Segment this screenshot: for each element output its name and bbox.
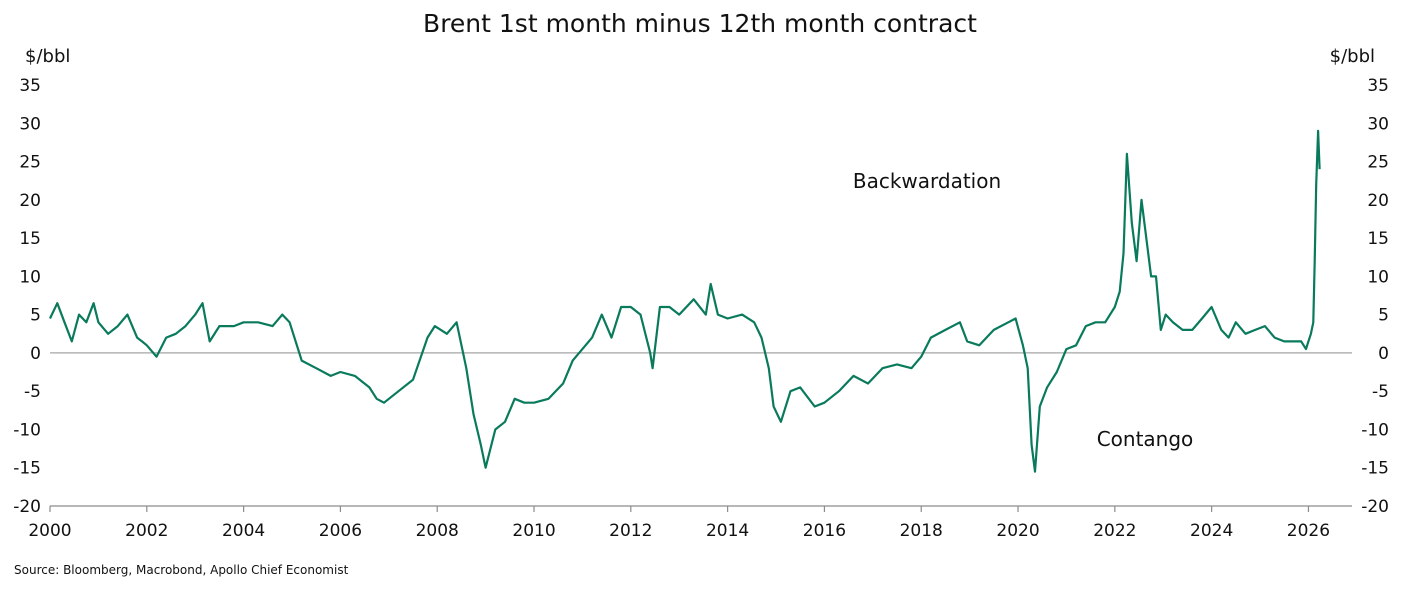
y-tick-label-left: -10	[13, 420, 41, 440]
y-tick-label-left: 0	[30, 344, 41, 364]
y-axis-right: 35 30 25 20 15 10 5 0 -5 -10 -15 -20	[1361, 76, 1389, 517]
x-tick-label: 2020	[996, 521, 1039, 541]
y-tick-label-left: 25	[19, 153, 41, 173]
x-tick-label: 2002	[125, 521, 168, 541]
y-tick-label-left: -15	[13, 459, 41, 479]
y-tick-label-right: -10	[1361, 420, 1389, 440]
series-line	[49, 129, 1321, 473]
y-tick-label-right: 5	[1378, 306, 1389, 326]
x-tick-label: 2016	[803, 521, 846, 541]
y-tick-label-left: 10	[19, 267, 41, 287]
y-tick-label-right: 30	[1367, 114, 1389, 134]
x-axis: 2000 2002 2004 2006 2008 2010 2012 2014 2016 2018…	[28, 505, 1352, 541]
y-tick-label-right: 10	[1367, 267, 1389, 287]
chart-title: Brent 1st month minus 12th month contrac…	[423, 9, 977, 38]
y-tick-label-left: 35	[19, 76, 41, 96]
y-tick-label-right: 35	[1367, 76, 1389, 96]
y-tick-label-right: 25	[1367, 153, 1389, 173]
y-axis-left: 35 30 25 20 15 10 5 0 -5 -10 -15 -20	[13, 76, 41, 517]
y-tick-label-left: 5	[30, 306, 41, 326]
y-tick-label-left: 20	[19, 191, 41, 211]
x-tick-label: 2006	[319, 521, 362, 541]
x-tick-label: 2010	[512, 521, 555, 541]
x-tick-label: 2022	[1093, 521, 1136, 541]
x-tick-label: 2026	[1287, 521, 1330, 541]
y-tick-label-left: -5	[24, 382, 41, 402]
x-tick-label: 2000	[28, 521, 71, 541]
x-tick-label: 2012	[609, 521, 652, 541]
y-tick-label-right: -5	[1372, 382, 1389, 402]
y-tick-label-right: -20	[1361, 497, 1389, 517]
y-tick-label-right: -15	[1361, 459, 1389, 479]
source-note: Source: Bloomberg, Macrobond, Apollo Chi…	[14, 563, 349, 577]
x-tick-label: 2004	[222, 521, 265, 541]
y-tick-label-left: 30	[19, 114, 41, 134]
y-axis-unit-right: $/bbl	[1330, 46, 1375, 67]
x-tick-label: 2014	[706, 521, 749, 541]
x-tick-label: 2018	[900, 521, 943, 541]
x-tick-label: 2024	[1190, 521, 1233, 541]
annotation-contango: Contango	[1097, 427, 1194, 451]
x-tick-label: 2008	[416, 521, 459, 541]
annotation-backwardation: Backwardation	[853, 169, 1001, 193]
y-axis-unit-left: $/bbl	[25, 46, 70, 67]
y-tick-label-left: 15	[19, 229, 41, 249]
y-tick-label-left: -20	[13, 497, 41, 517]
y-tick-label-right: 0	[1378, 344, 1389, 364]
y-tick-label-right: 15	[1367, 229, 1389, 249]
y-tick-label-right: 20	[1367, 191, 1389, 211]
